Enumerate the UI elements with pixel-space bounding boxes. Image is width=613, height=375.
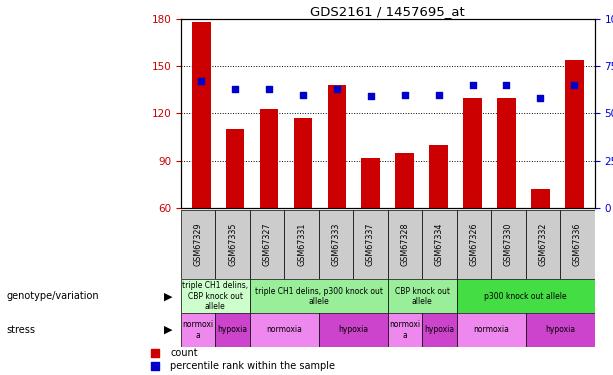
Bar [565, 60, 584, 303]
Bar [497, 98, 516, 303]
Bar [181, 313, 215, 347]
Point [408, 308, 417, 314]
Bar [422, 210, 457, 279]
Bar [457, 313, 526, 347]
Point [501, 82, 511, 88]
Text: ▶: ▶ [164, 325, 173, 335]
Bar [531, 189, 550, 303]
Bar [250, 210, 284, 279]
Bar [319, 313, 387, 347]
Point [535, 95, 545, 101]
Bar [387, 313, 422, 347]
Point [366, 93, 376, 99]
Text: hypoxia: hypoxia [218, 326, 248, 334]
Bar [181, 279, 250, 313]
Text: ▶: ▶ [164, 291, 173, 301]
Text: CBP knock out
allele: CBP knock out allele [395, 286, 450, 306]
Bar [226, 129, 245, 303]
Bar [181, 210, 215, 279]
Text: triple CH1 delins,
CBP knock out
allele: triple CH1 delins, CBP knock out allele [182, 281, 248, 311]
Text: percentile rank within the sample: percentile rank within the sample [170, 361, 335, 371]
Text: GSM67335: GSM67335 [228, 223, 237, 266]
Bar [294, 118, 312, 303]
Bar [319, 210, 353, 279]
Point [230, 86, 240, 92]
Text: normoxia: normoxia [473, 326, 509, 334]
Text: genotype/variation: genotype/variation [6, 291, 99, 301]
Text: GSM67337: GSM67337 [366, 223, 375, 266]
Text: GSM67332: GSM67332 [538, 223, 547, 266]
Bar [353, 210, 387, 279]
Point [298, 92, 308, 98]
Text: GSM67336: GSM67336 [573, 223, 582, 266]
Bar [526, 210, 560, 279]
Text: count: count [170, 348, 198, 358]
Text: hypoxia: hypoxia [338, 326, 368, 334]
Bar [457, 279, 595, 313]
Bar [560, 210, 595, 279]
Bar [387, 279, 457, 313]
Bar [463, 98, 482, 303]
Bar [457, 210, 491, 279]
Title: GDS2161 / 1457695_at: GDS2161 / 1457695_at [310, 4, 465, 18]
Text: normoxi
a: normoxi a [389, 320, 421, 340]
Text: GSM67330: GSM67330 [504, 223, 513, 266]
Text: normoxi
a: normoxi a [183, 320, 214, 340]
Bar [422, 313, 457, 347]
Bar [395, 153, 414, 303]
Text: triple CH1 delins, p300 knock out
allele: triple CH1 delins, p300 knock out allele [255, 286, 383, 306]
Text: GSM67334: GSM67334 [435, 223, 444, 266]
Point [400, 92, 409, 98]
Bar [192, 22, 210, 303]
Text: stress: stress [6, 325, 35, 335]
Bar [429, 145, 448, 303]
Bar [284, 210, 319, 279]
Point [408, 190, 417, 196]
Bar [250, 313, 319, 347]
Point [468, 82, 478, 88]
Text: GSM67326: GSM67326 [470, 223, 478, 266]
Text: GSM67333: GSM67333 [332, 223, 340, 266]
Text: GSM67328: GSM67328 [400, 223, 409, 266]
Bar [387, 210, 422, 279]
Text: p300 knock out allele: p300 knock out allele [484, 292, 567, 301]
Point [332, 86, 342, 92]
Bar [260, 109, 278, 303]
Point [569, 82, 579, 88]
Text: GSM67331: GSM67331 [297, 223, 306, 266]
Bar [327, 85, 346, 303]
Point [196, 78, 206, 84]
Text: normoxia: normoxia [266, 326, 302, 334]
Bar [215, 210, 250, 279]
Text: GSM67329: GSM67329 [194, 223, 202, 267]
Bar [215, 313, 250, 347]
Text: GSM67327: GSM67327 [262, 223, 272, 267]
Text: hypoxia: hypoxia [545, 326, 575, 334]
Text: hypoxia: hypoxia [424, 326, 454, 334]
Point [264, 86, 274, 92]
Point [433, 92, 443, 98]
Bar [491, 210, 526, 279]
Bar [250, 279, 387, 313]
Bar [362, 158, 380, 303]
Bar [526, 313, 595, 347]
